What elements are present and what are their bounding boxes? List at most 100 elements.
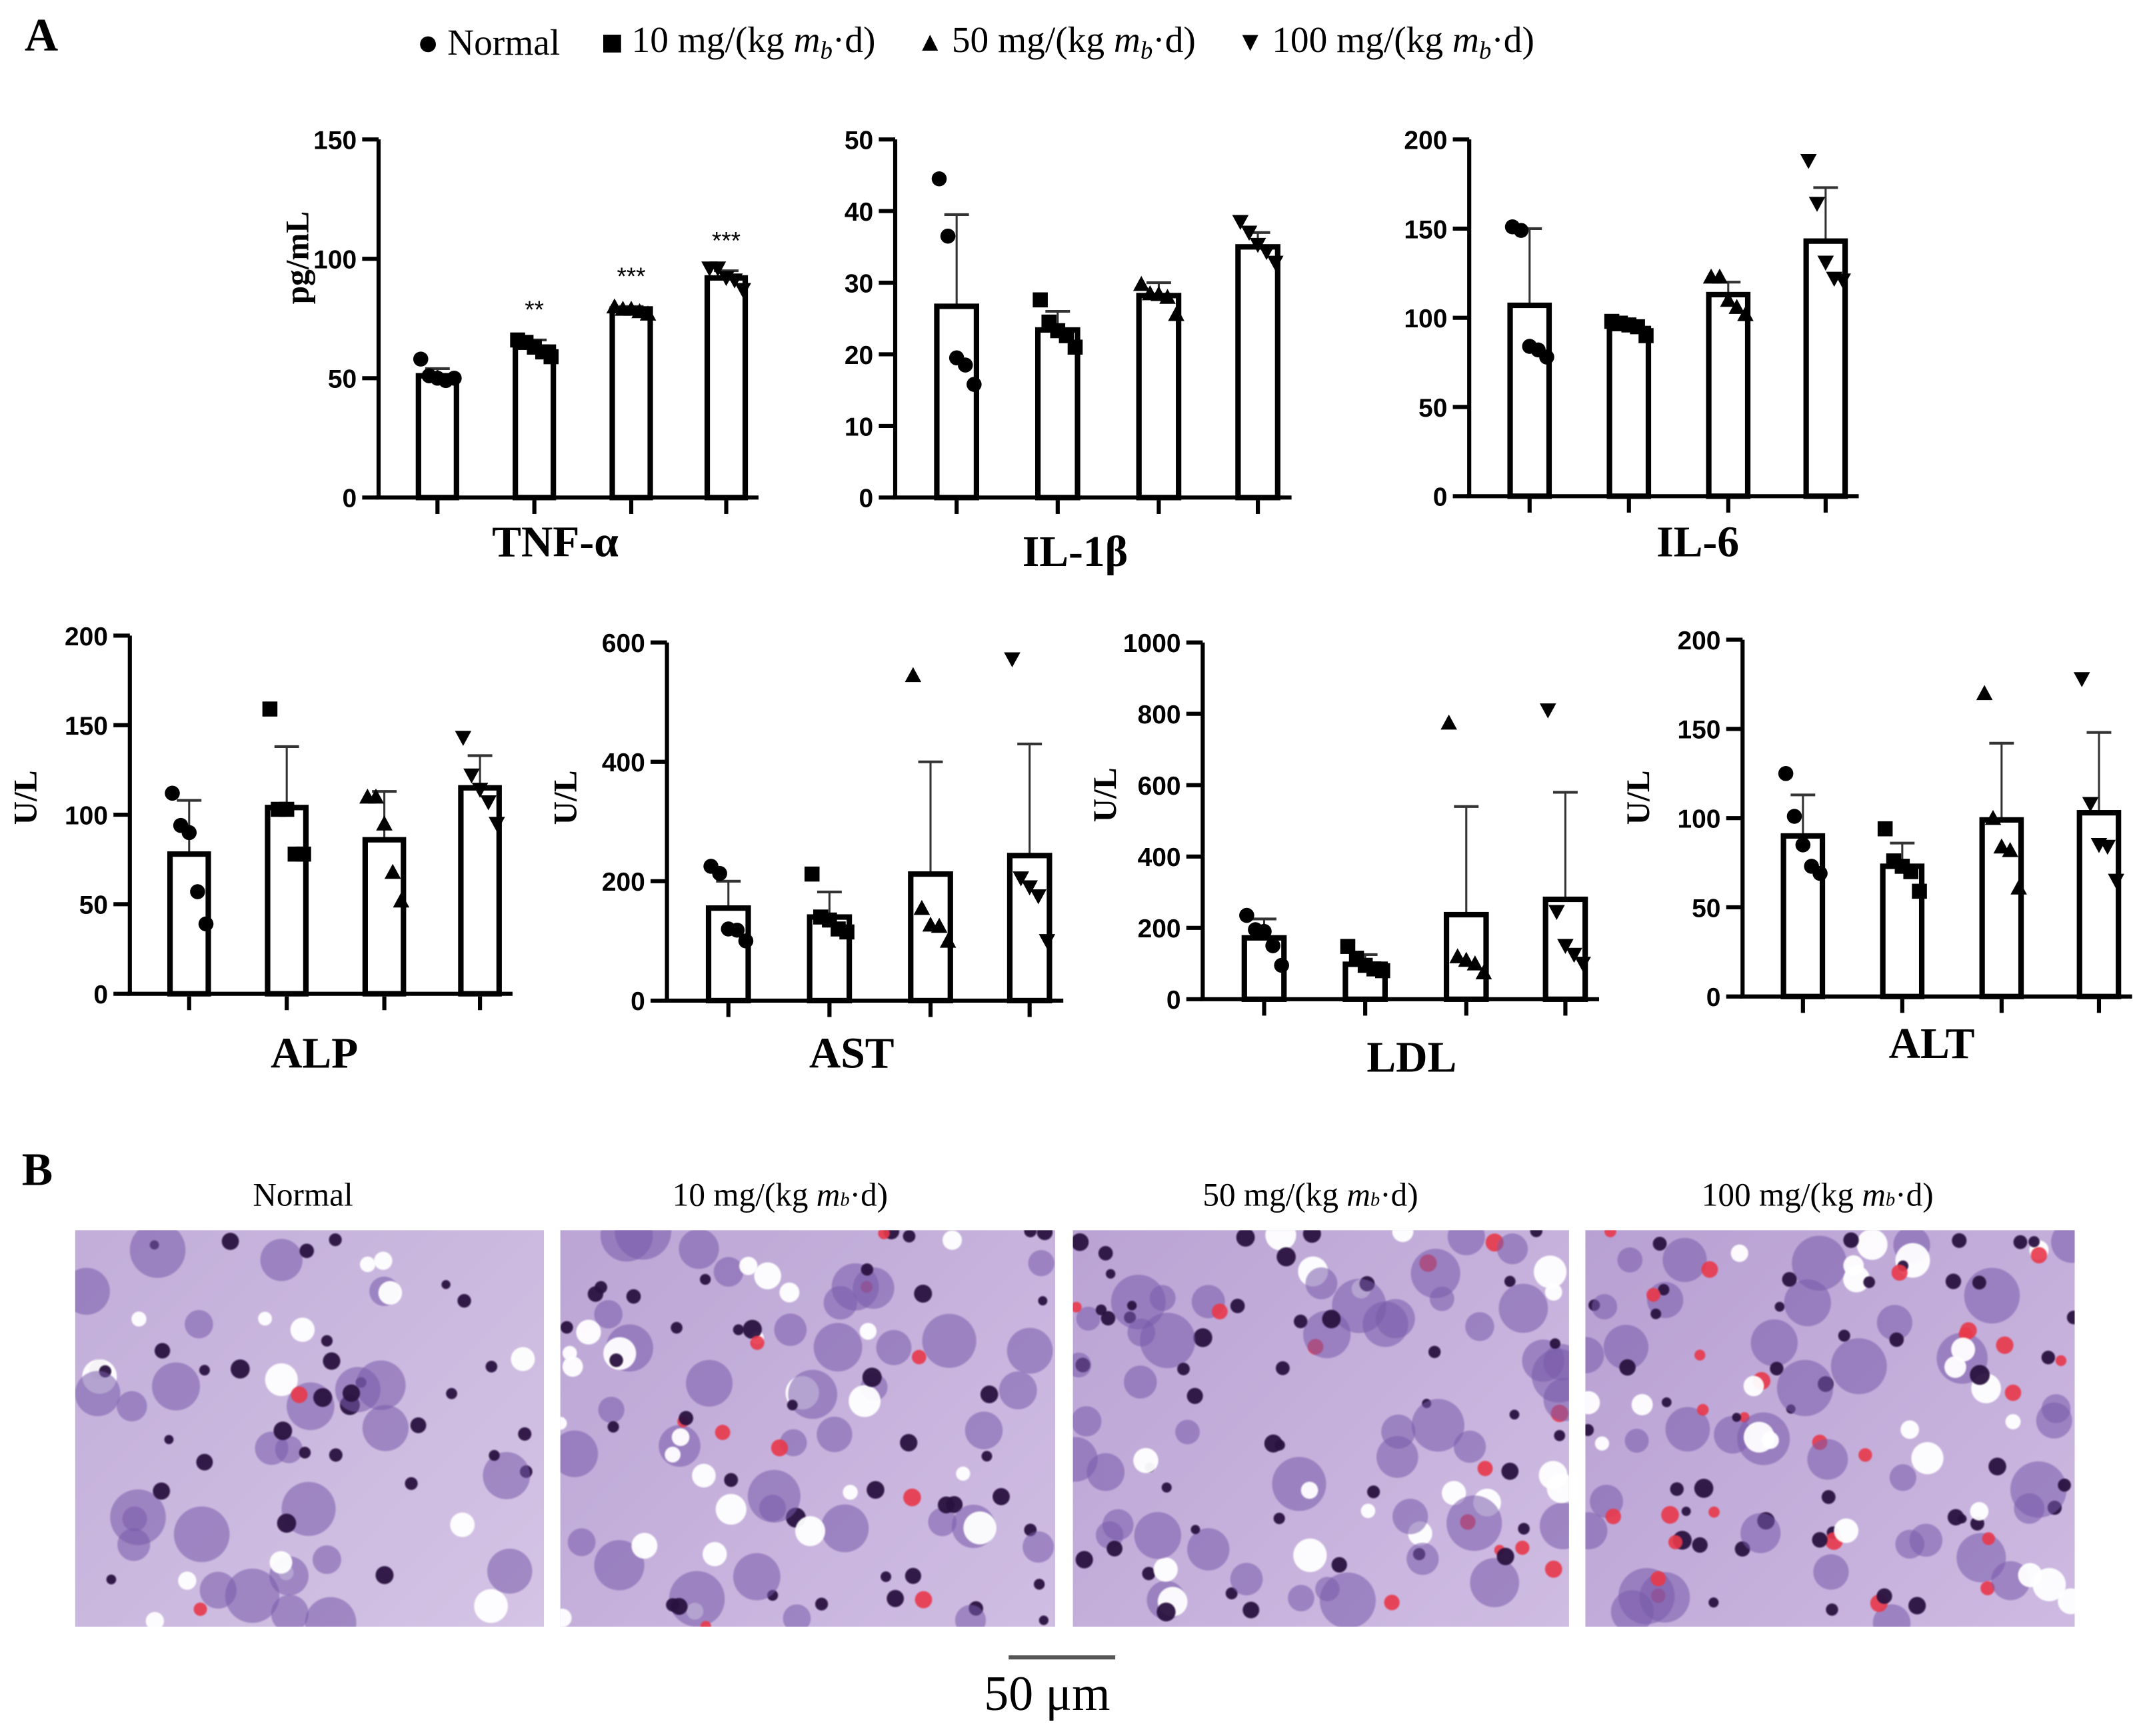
data-point [939,933,957,948]
data-point [1004,652,1021,668]
chart-title: IL-1β [1022,526,1128,576]
data-point [1249,237,1266,253]
data-point [1737,306,1754,321]
panel-label-a: A [24,11,59,62]
data-point [1458,951,1475,967]
svg-text:50: 50 [1418,394,1447,423]
svg-text:600: 600 [602,629,645,658]
svg-text:0: 0 [342,485,357,513]
data-point [913,899,931,915]
data-point [1800,153,1817,169]
data-point [639,305,657,321]
data-point [726,273,743,289]
bar [415,373,459,501]
chart-title: ALT [1888,1018,1975,1068]
data-point [1786,809,1802,824]
svg-text:0: 0 [1706,983,1721,1012]
svg-text:10: 10 [845,413,873,441]
data-point [1240,225,1258,241]
svg-text:200: 200 [1138,915,1181,943]
data-point [940,228,956,244]
bar [1606,325,1652,499]
svg-text:50: 50 [845,126,873,155]
data-point [393,892,410,908]
data-point [931,171,947,187]
chart-title: TNF-α [492,517,619,566]
data-point [967,377,982,392]
data-point [1168,305,1184,321]
data-point [471,783,489,798]
svg-text:100: 100 [1677,805,1720,834]
data-point [1984,809,2002,825]
data-point [1976,685,1993,701]
data-point [190,884,205,899]
data-point [1566,947,1582,963]
data-point [729,922,745,938]
significance-marker: *** [712,227,741,254]
data-point [489,817,505,832]
scale-bar-label: 50 μm [984,1666,1110,1721]
data-point [1013,871,1029,887]
data-point [1256,923,1272,939]
data-point [1574,957,1591,972]
data-point [1557,939,1574,954]
data-point [1033,292,1048,308]
data-point [1021,880,1038,896]
data-point [1912,883,1927,899]
bar [1007,853,1053,1003]
svg-text:1000: 1000 [1123,629,1181,658]
svg-text:200: 200 [602,868,645,897]
chart-title: IL-6 [1656,517,1740,566]
legend-item-100mg: ▼ 100 mg/(kg mb·d) [1236,19,1534,65]
data-point [413,351,429,367]
data-point [455,731,472,746]
data-point [804,866,820,882]
data-point [1817,255,1834,271]
bar [1780,833,1826,999]
data-point [376,815,393,831]
data-point [1834,273,1851,289]
legend: ● Normal ■ 10 mg/(kg mb·d) ▲ 50 mg/(kg m… [417,19,1534,66]
histology-label: 10 mg/(kg mb·d) [672,1178,889,1214]
triangle-up-marker-icon: ▲ [916,26,944,57]
svg-text:150: 150 [1677,716,1720,745]
data-point [296,846,311,862]
data-point [905,667,922,683]
bar [1803,238,1848,499]
bar [1507,302,1552,499]
svg-text:50: 50 [79,891,108,920]
data-point [2002,842,2019,857]
data-point [1258,245,1275,261]
data-point [839,924,855,940]
data-point [1132,275,1150,291]
data-point [1513,223,1529,238]
data-point [1466,955,1484,971]
data-point [1340,939,1356,954]
scale-bar [1009,1655,1116,1660]
svg-text:40: 40 [845,198,873,227]
chart-title: AST [809,1027,895,1077]
data-point [1539,703,1556,719]
data-point [367,788,385,804]
histology-image [1072,1230,1569,1627]
svg-text:100: 100 [1404,305,1447,333]
data-point [1150,285,1167,301]
legend-item-10mg: ■ 10 mg/(kg mb·d) [601,19,876,65]
bar [265,805,309,997]
data-point [463,768,480,784]
data-point [1720,291,1737,307]
svg-text:600: 600 [1138,772,1181,801]
chart-title: ALP [270,1027,359,1077]
data-point [1159,289,1176,304]
svg-text:0: 0 [93,981,108,1009]
data-point [1440,714,1457,730]
svg-text:400: 400 [602,749,645,777]
svg-text:200: 200 [1677,627,1720,655]
histology-label: Normal [253,1178,353,1214]
significance-marker: ** [525,296,544,323]
histology-label: 50 mg/(kg mb·d) [1202,1178,1418,1214]
data-point [262,701,278,717]
data-point [1039,934,1056,949]
svg-text:0: 0 [1166,986,1181,1015]
